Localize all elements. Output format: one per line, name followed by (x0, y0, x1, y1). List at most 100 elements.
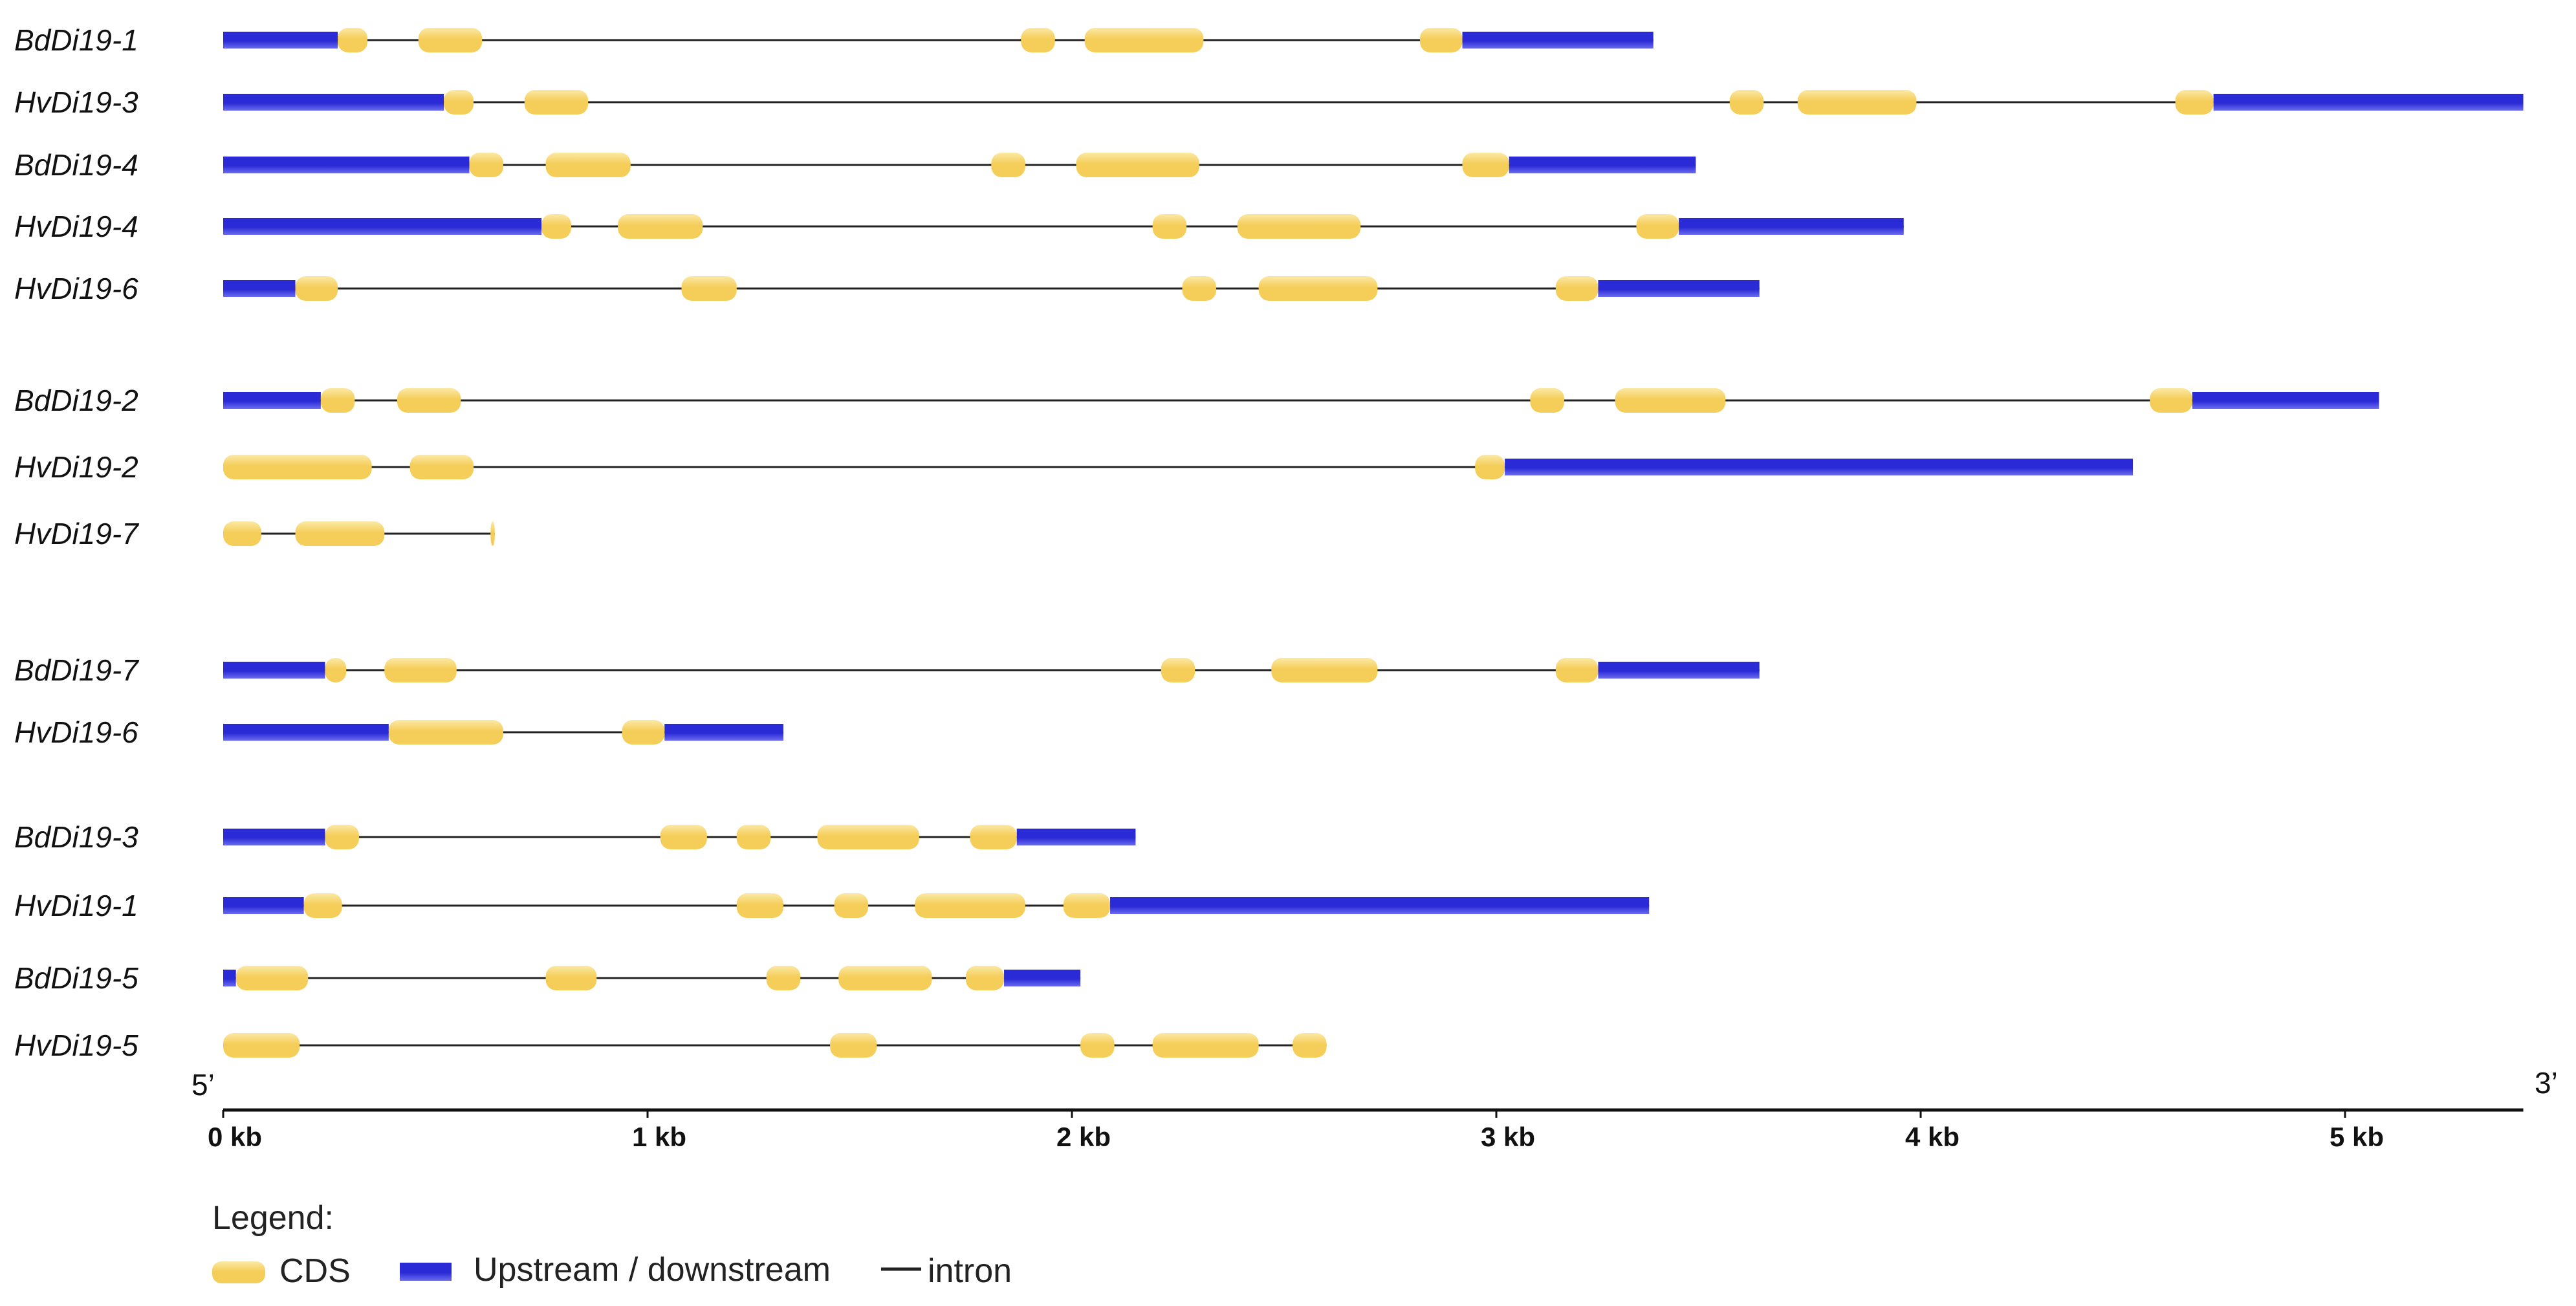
cds-exon (490, 521, 495, 546)
cds-exon (325, 658, 347, 682)
gene-row: BdDi19-1 (14, 23, 1654, 57)
axis-tick-label: 2 kb (1056, 1122, 1111, 1152)
cds-exon (1729, 90, 1764, 114)
utr-segment (2213, 94, 2524, 111)
axis-tick-label: 3 kb (1481, 1122, 1535, 1152)
cds-exon (1271, 658, 1378, 682)
cds-exon (817, 825, 919, 849)
cds-exon (325, 825, 359, 849)
cds-exon (1021, 28, 1055, 52)
five-prime-label: 5’ (191, 1068, 215, 1102)
cds-exon (736, 893, 783, 918)
three-prime-label: 3’ (2535, 1066, 2558, 1100)
gene-row: BdDi19-5 (14, 961, 1081, 995)
cds-exon (397, 388, 461, 413)
gene-row: BdDi19-2 (14, 384, 2379, 417)
cds-exon (223, 521, 262, 546)
axis-tick-label: 0 kb (208, 1122, 262, 1152)
gene-row: HvDi19-2 (14, 450, 2133, 484)
cds-exon (970, 825, 1017, 849)
gene-name-label: BdDi19-2 (14, 384, 138, 417)
utr-segment (223, 94, 444, 111)
cds-exon (1555, 658, 1599, 682)
axis-tick-label: 5 kb (2330, 1122, 2384, 1152)
cds-exon (991, 153, 1025, 177)
cds-exon (384, 658, 457, 682)
gene-name-label: HvDi19-5 (14, 1028, 138, 1062)
gene-row: HvDi19-6 (14, 272, 1760, 305)
cds-exon (388, 720, 503, 745)
cds-exon (1152, 214, 1187, 239)
utr-segment (1505, 459, 2133, 475)
gene-name-label: BdDi19-4 (14, 148, 138, 182)
utr-segment (223, 32, 338, 49)
cds-exon (1182, 276, 1217, 301)
utr-segment (664, 724, 783, 741)
cds-exon (1161, 658, 1195, 682)
gene-row: HvDi19-6 (14, 715, 783, 749)
gene-name-label: HvDi19-6 (14, 715, 138, 749)
gene-row: HvDi19-5 (14, 1028, 1327, 1062)
cds-exon (966, 966, 1005, 990)
utr-segment (1016, 829, 1136, 845)
cds-exon (303, 893, 342, 918)
utr-segment (223, 724, 389, 741)
cds-exon (541, 214, 571, 239)
utr-segment (223, 829, 325, 845)
axis-tick-label: 1 kb (632, 1122, 686, 1152)
cds-exon (418, 28, 483, 52)
cds-exon (1084, 28, 1204, 52)
utr-segment (1462, 32, 1654, 49)
cds-exon (2175, 90, 2214, 114)
legend-utr-swatch (400, 1263, 452, 1281)
gene-name-label: HvDi19-6 (14, 272, 138, 305)
cds-exon (1076, 153, 1199, 177)
legend-cds-swatch (212, 1261, 265, 1283)
gene-row: BdDi19-3 (14, 820, 1136, 854)
gene-row: HvDi19-4 (14, 210, 1904, 243)
cds-exon (1152, 1033, 1259, 1058)
cds-exon (618, 214, 703, 239)
cds-exon (1258, 276, 1378, 301)
cds-exon (469, 153, 503, 177)
cds-exon (838, 966, 932, 990)
utr-segment (1110, 897, 1650, 914)
cds-exon (223, 1033, 300, 1058)
cds-exon (660, 825, 707, 849)
utr-segment (223, 970, 236, 986)
legend: Legend: CDS Upstream / downstream intron (212, 1199, 1012, 1290)
gene-name-label: BdDi19-3 (14, 820, 138, 854)
cds-exon (1797, 90, 1917, 114)
cds-exon (1080, 1033, 1115, 1058)
utr-segment (1679, 218, 1904, 235)
utr-segment (223, 392, 321, 409)
gene-name-label: HvDi19-2 (14, 450, 138, 484)
utr-segment (1598, 662, 1760, 679)
gene-name-label: HvDi19-3 (14, 85, 138, 119)
cds-exon (830, 1033, 877, 1058)
legend-cds-label: CDS (279, 1252, 351, 1290)
cds-exon (1462, 153, 1509, 177)
utr-segment (223, 218, 541, 235)
gene-name-label: HvDi19-1 (14, 889, 138, 922)
utr-segment (1509, 157, 1696, 173)
cds-exon (524, 90, 589, 114)
cds-exon (235, 966, 309, 990)
cds-exon (681, 276, 737, 301)
cds-exon (736, 825, 771, 849)
utr-segment (1598, 280, 1760, 297)
legend-title: Legend: (212, 1199, 334, 1237)
gene-name-label: BdDi19-1 (14, 23, 138, 57)
gene-tracks: BdDi19-1 HvDi19-3 BdDi19-4 HvDi19-4 HvDi19-6… (14, 23, 2524, 1062)
axis-ticks: 0 kb 1 kb 2 kb 3 kb 4 kb 5 kb (208, 1110, 2384, 1152)
utr-segment (1004, 970, 1081, 986)
legend-intron-label: intron (928, 1252, 1012, 1290)
gene-row: BdDi19-7 (14, 653, 1760, 687)
cds-exon (1636, 214, 1679, 239)
cds-exon (545, 153, 631, 177)
gene-name-label: HvDi19-4 (14, 210, 138, 243)
gene-row: HvDi19-7 (14, 517, 495, 550)
utr-segment (223, 897, 304, 914)
scale-axis: 5’ 3’ 0 kb 1 kb 2 kb 3 kb 4 kb 5 kb (191, 1066, 2558, 1152)
